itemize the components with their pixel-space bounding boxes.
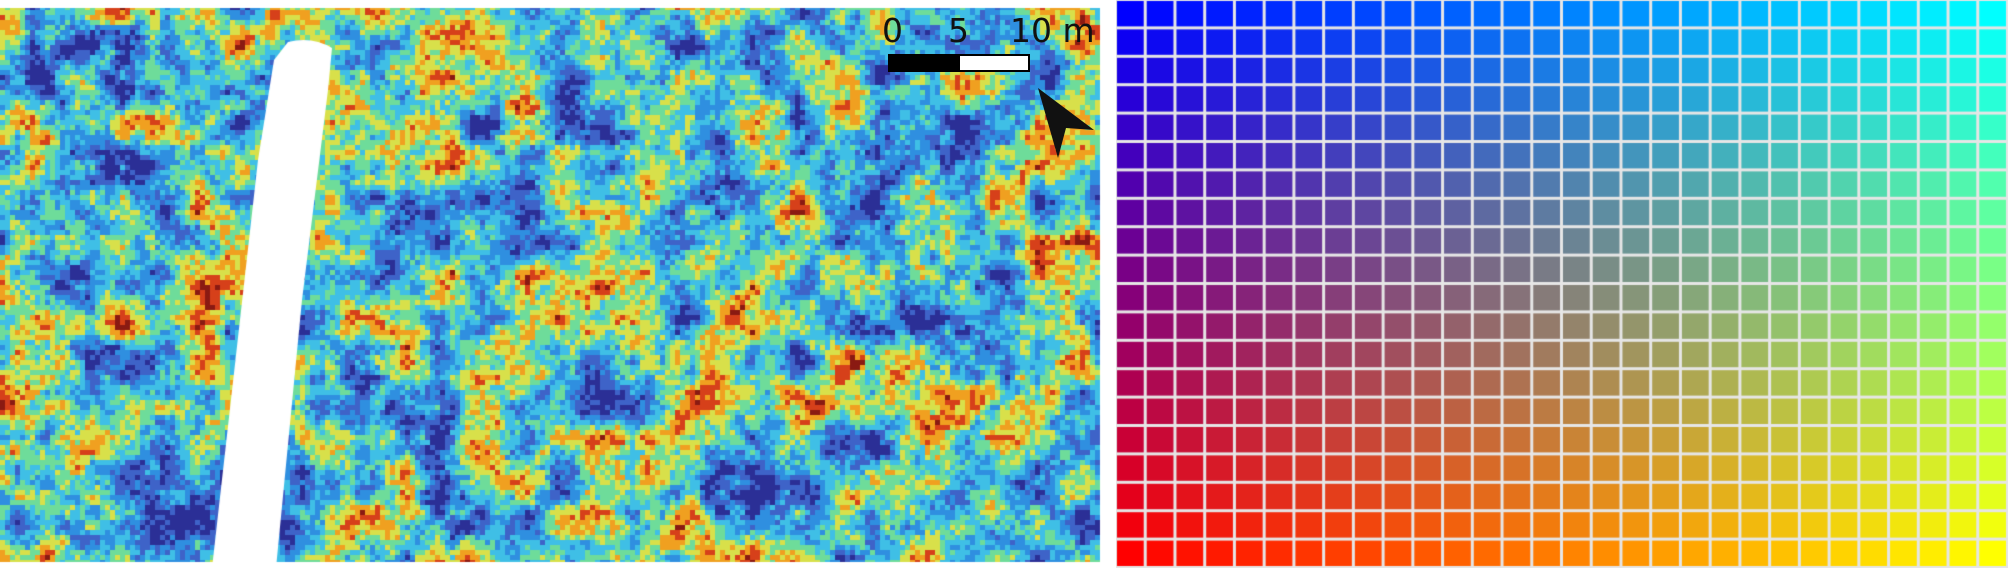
gradient-grid [1116,0,2008,568]
north-arrow-icon [1038,88,1094,158]
scale-segment-black [888,54,960,72]
raster-map [0,0,1104,568]
scale-bar: 0 5 10 m [880,14,1100,84]
scale-segment-white [958,54,1030,72]
heatmap-raster-panel: 0 5 10 m [0,0,1104,568]
scale-label-10m: 10 m [1010,11,1095,50]
scale-label-5: 5 [948,11,969,50]
scale-label-0: 0 [882,11,903,50]
color-gradient-grid-panel [1116,0,2008,568]
